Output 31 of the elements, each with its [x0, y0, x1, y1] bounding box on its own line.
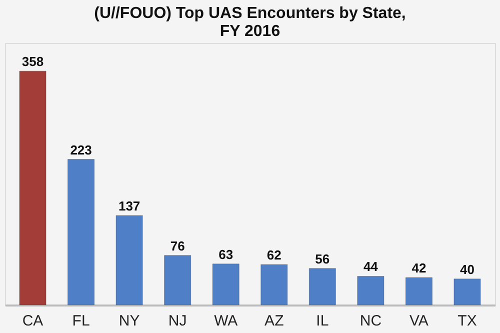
x-tick-label: WA	[214, 312, 238, 330]
x-tick-label: CA	[22, 312, 44, 330]
bar	[454, 278, 481, 306]
x-tick-label: IL	[316, 312, 329, 330]
x-tick-label: FL	[72, 312, 90, 330]
bar	[164, 255, 192, 306]
bar	[308, 268, 336, 306]
x-tick-label: NJ	[168, 312, 187, 330]
x-tick-label: TX	[458, 312, 477, 330]
bar	[405, 277, 432, 306]
bar	[116, 215, 143, 306]
data-label: 44	[363, 259, 379, 274]
data-label: 56	[315, 251, 330, 266]
data-label: 63	[218, 246, 234, 262]
x-tick-label: AZ	[264, 312, 284, 330]
data-label: 62	[266, 247, 282, 262]
chart-title: (U//FOUO) Top UAS Encounters by State, FY 2016	[94, 5, 406, 40]
data-label: 76	[170, 238, 185, 254]
data-label: 42	[412, 260, 426, 276]
bar	[260, 264, 288, 306]
x-tick-label: VA	[410, 312, 428, 330]
x-tick-label: NC	[360, 312, 382, 330]
x-tick-label: NY	[118, 312, 140, 330]
data-label: 137	[118, 198, 140, 214]
data-label: 223	[70, 142, 92, 158]
bar	[357, 276, 384, 306]
bar	[19, 70, 46, 306]
data-label: 40	[460, 262, 474, 277]
bar	[212, 264, 240, 306]
data-label: 358	[22, 54, 44, 70]
bar	[68, 159, 95, 306]
